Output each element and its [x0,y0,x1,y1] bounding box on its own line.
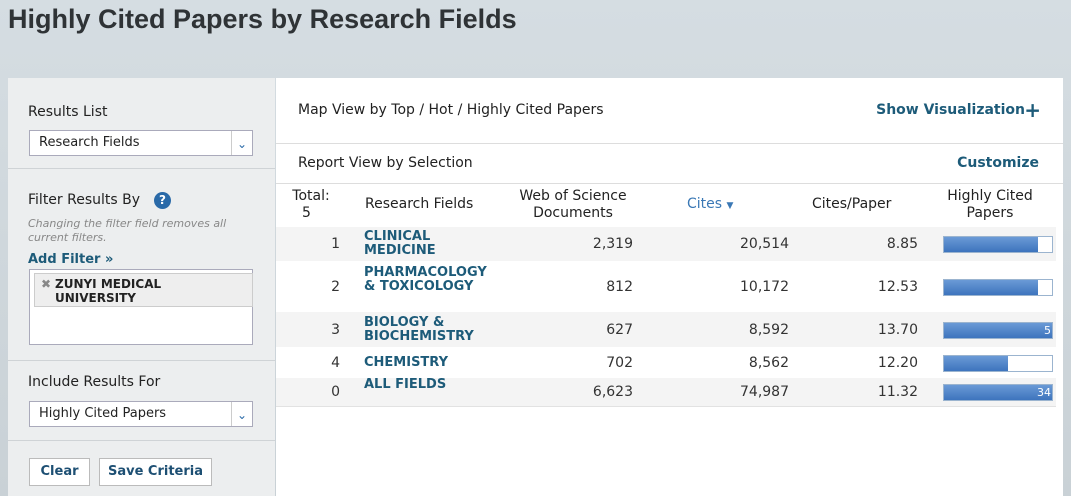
include-label: Include Results For [28,374,161,390]
column-header: Web of Science Documents [519,188,627,221]
bar-value: 34 [1037,386,1051,399]
bar-fill [944,237,1038,252]
cites: 74,987 [740,384,789,400]
caret: ⌄ [231,131,252,155]
documents: 812 [606,278,633,295]
documents: 2,319 [592,236,633,252]
documents: 6,623 [592,384,633,400]
sidebar: Results List Research Fields ⌄ Filter Res… [8,78,275,496]
cites-per-paper: 13.70 [877,321,918,338]
rank: 4 [331,354,340,371]
bar-fill [944,385,1052,400]
separator [8,360,275,361]
plus-icon[interactable]: + [1024,98,1041,122]
table-row: 3 BIOLOGY & BIOCHEMISTRY 627 8,592 13.70 5 [276,312,1056,348]
bar-value: 4 [1044,280,1051,294]
documents: 627 [606,321,633,338]
table-row: 2 PHARMACOLOGY & TOXICOLOGY 812 10,172 12.53… [276,261,1056,313]
column-header: Research Fields [365,196,474,212]
separator [8,168,275,169]
help-icon[interactable]: ? [154,192,171,209]
rank: 3 [331,321,340,338]
cites: 20,514 [740,236,789,252]
filter-box: ✖ ZUNYI MEDICAL UNIVERSITY [29,269,253,345]
selected-value: Highly Cited Papers [39,406,167,421]
field-link[interactable]: PHARMACOLOGY & TOXICOLOGY [364,264,487,294]
column-header[interactable]: Cites ▼ [687,196,733,215]
include-select[interactable]: Highly Cited Papers ⌄ [29,401,253,427]
save-criteria-button[interactable]: Save Criteria [99,458,212,486]
highly-cited-bar: 3 [943,354,1053,372]
report-view-title: Report View by Selection [298,155,473,171]
customize-link[interactable]: Customize [957,155,1039,171]
bar-fill [944,322,1052,338]
cites-per-paper: 11.32 [877,384,918,400]
bar-fill [944,279,1038,295]
field-link[interactable]: CLINICAL MEDICINE [364,229,436,258]
page-title: Highly Cited Papers by Research Fields [8,4,517,34]
table-row: 0 ALL FIELDS 6,623 74,987 11.32 34 [276,378,1056,407]
table-row: 1 CLINICAL MEDICINE 2,319 20,514 8.85 4 [276,227,1056,262]
sort-icon: ▼ [726,201,734,211]
rank: 2 [331,278,340,295]
filter-chip-text: ZUNYI MEDICAL UNIVERSITY [55,277,162,305]
caret: ⌄ [231,402,252,426]
total-count: 5 [302,205,311,221]
bar-value: 5 [1044,323,1051,337]
cites: 10,172 [740,278,789,295]
clear-button[interactable]: Clear [29,458,90,486]
highly-cited-bar: 4 [943,236,1053,253]
bar-fill [944,355,1008,371]
field-link[interactable]: ALL FIELDS [364,377,447,392]
column-header: Highly Cited Papers [947,188,1033,221]
total-label: Total: [292,188,330,204]
documents: 702 [606,354,633,371]
results-list-label: Results List [28,104,108,120]
results-list-select[interactable]: Research Fields ⌄ [29,130,253,156]
cites-per-paper: 12.20 [877,354,918,371]
main-panel: Map View by Top / Hot / Highly Cited Pap… [276,78,1063,496]
field-link[interactable]: BIOLOGY & BIOCHEMISTRY [364,314,474,344]
table-row: 4 CHEMISTRY 702 8,562 12.20 3 [276,347,1056,379]
cites: 8,562 [748,354,789,371]
cites-per-paper: 12.53 [877,278,918,295]
show-visualization-link[interactable]: Show Visualization [876,102,1025,118]
highly-cited-bar: 34 [943,384,1053,401]
column-header: Cites/Paper [812,196,892,212]
separator [276,183,1063,184]
map-view-title: Map View by Top / Hot / Highly Cited Pap… [298,102,604,118]
selected-value: Research Fields [39,135,140,150]
add-filter-link[interactable]: Add Filter » [28,252,114,267]
rank: 0 [331,384,340,400]
bar-value: 4 [1044,238,1051,251]
cites-header: Cites [687,196,723,212]
remove-icon[interactable]: ✖ [41,277,52,291]
bar-value: 3 [1044,356,1051,370]
cites: 8,592 [748,321,789,338]
filter-label: Filter Results By [28,192,141,208]
rank: 1 [331,236,340,252]
cites-per-paper: 8.85 [886,236,918,252]
filter-note: Changing the filter field removes all cu… [28,217,227,244]
separator [8,440,275,441]
separator [276,143,1063,144]
highly-cited-bar: 4 [943,278,1053,296]
filter-chip: ✖ ZUNYI MEDICAL UNIVERSITY [34,273,253,307]
total-header: Total: 5 [290,188,332,222]
field-link[interactable]: CHEMISTRY [364,354,449,370]
highly-cited-bar: 5 [943,321,1053,339]
